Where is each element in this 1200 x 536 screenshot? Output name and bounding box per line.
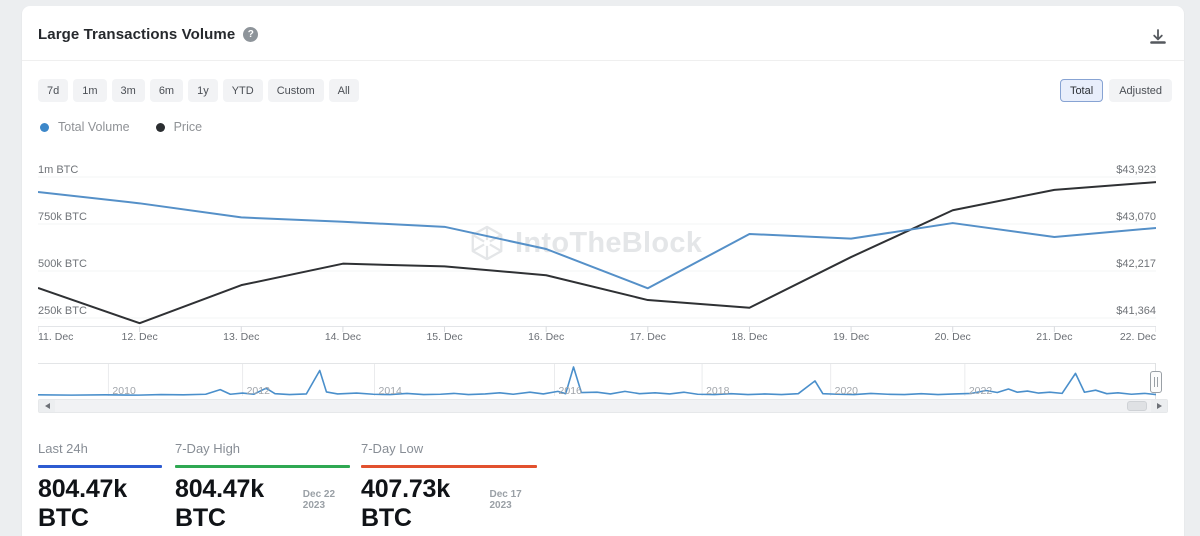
stat-7-day-low: 7-Day Low 407.73k BTC Dec 17 2023 bbox=[361, 441, 537, 533]
right-arrow-icon bbox=[1156, 403, 1162, 409]
axis-label: $41,364 bbox=[1116, 305, 1156, 317]
stat-value: 804.47k BTC bbox=[175, 475, 264, 532]
stat-last-24h: Last 24h 804.47k BTC bbox=[38, 441, 162, 533]
date-tick-label: 15. Dec bbox=[426, 331, 463, 343]
download-icon[interactable] bbox=[1147, 27, 1169, 49]
page-title: Large Transactions Volume bbox=[38, 26, 236, 43]
date-tick-label: 19. Dec bbox=[832, 331, 870, 343]
date-tick-label: 14. Dec bbox=[324, 331, 361, 343]
stat-date: Dec 22 2023 bbox=[302, 489, 336, 511]
stat-underline bbox=[361, 465, 537, 468]
date-tick-label: 11. Dec bbox=[38, 331, 74, 343]
axis-label: 1m BTC bbox=[38, 164, 79, 176]
date-tick-label: 21. Dec bbox=[1036, 331, 1073, 343]
range-button-custom[interactable]: Custom bbox=[267, 79, 324, 102]
price-dot-icon bbox=[155, 122, 165, 132]
stat-value: 804.47k BTC bbox=[38, 475, 127, 532]
date-tick-label: 22. Dec bbox=[1119, 331, 1156, 343]
mode-toggle: Total Adjusted bbox=[1059, 79, 1172, 102]
chart-legend: Total Volume Price bbox=[40, 120, 202, 134]
header-divider bbox=[22, 60, 1184, 61]
scrollbar[interactable] bbox=[38, 399, 1168, 413]
history-navigator[interactable] bbox=[38, 363, 1156, 399]
range-selector: 7d 1m 3m 6m 1y YTD Custom All bbox=[38, 79, 359, 102]
range-button-7d[interactable]: 7d bbox=[38, 79, 69, 102]
date-axis: 11. Dec 12. Dec 13. Dec 14. Dec 15. Dec 16. D… bbox=[38, 331, 1156, 345]
stat-7-day-high: 7-Day High 804.47k BTC Dec 22 2023 bbox=[175, 441, 350, 533]
axis-label: 750k BTC bbox=[38, 211, 87, 223]
range-button-1m[interactable]: 1m bbox=[73, 79, 107, 102]
stat-date: Dec 17 2023 bbox=[489, 489, 522, 511]
axis-label: $43,070 bbox=[1116, 211, 1156, 223]
range-button-1y[interactable]: 1y bbox=[188, 79, 218, 102]
legend-label: Price bbox=[173, 120, 203, 134]
axis-label: $42,217 bbox=[1116, 258, 1156, 270]
stat-label: Last 24h bbox=[38, 441, 88, 456]
left-arrow-icon bbox=[44, 403, 50, 409]
legend-item-price[interactable]: Price bbox=[155, 120, 203, 134]
total-button[interactable]: Total bbox=[1059, 79, 1104, 102]
axis-label: $43,923 bbox=[1116, 164, 1156, 176]
range-button-6m[interactable]: 6m bbox=[149, 79, 184, 102]
range-button-ytd[interactable]: YTD bbox=[222, 79, 263, 102]
stat-underline bbox=[38, 465, 162, 468]
legend-label: Total Volume bbox=[58, 120, 130, 134]
stat-label: 7-Day Low bbox=[361, 441, 424, 456]
scroll-right-button[interactable] bbox=[1151, 400, 1167, 412]
legend-item-total-volume[interactable]: Total Volume bbox=[40, 120, 130, 134]
scrollbar-thumb[interactable] bbox=[1127, 401, 1147, 411]
help-icon[interactable]: ? bbox=[243, 27, 259, 42]
date-tick-label: 17. Dec bbox=[629, 331, 666, 343]
main-line-chart[interactable] bbox=[38, 162, 1156, 334]
stat-label: 7-Day High bbox=[175, 441, 241, 456]
range-button-all[interactable]: All bbox=[328, 79, 359, 102]
date-tick-label: 18. Dec bbox=[731, 331, 768, 343]
stat-value: 407.73k BTC bbox=[361, 475, 450, 532]
navigator-handle[interactable] bbox=[1150, 371, 1162, 393]
scroll-left-button[interactable] bbox=[39, 400, 55, 412]
total-volume-dot-icon bbox=[40, 122, 49, 132]
date-tick-label: 20. Dec bbox=[934, 331, 971, 343]
axis-label: 250k BTC bbox=[38, 305, 87, 317]
chart-card: Large Transactions Volume ? 7d 1m 3m 6m 1y YT… bbox=[22, 6, 1184, 536]
date-tick-label: 13. Dec bbox=[223, 331, 260, 343]
stat-underline bbox=[175, 465, 350, 468]
date-tick-label: 12. Dec bbox=[121, 331, 158, 343]
adjusted-button[interactable]: Adjusted bbox=[1109, 79, 1172, 102]
range-button-3m[interactable]: 3m bbox=[111, 79, 145, 102]
date-tick-label: 16. Dec bbox=[528, 331, 565, 343]
axis-label: 500k BTC bbox=[38, 258, 87, 270]
